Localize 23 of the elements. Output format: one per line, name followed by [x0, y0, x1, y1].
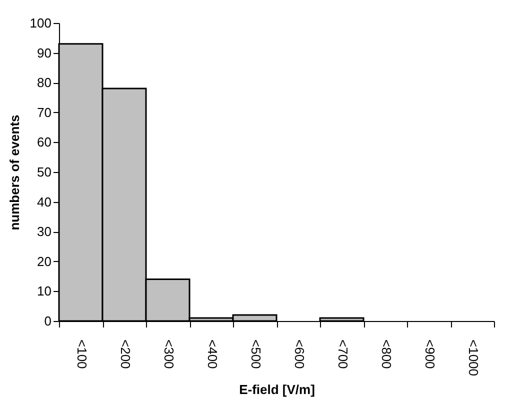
x-tick-label: <400 — [204, 340, 220, 369]
x-tick-label: <500 — [248, 340, 264, 369]
y-tick-label: 20 — [37, 254, 52, 269]
y-tick-label: 10 — [37, 284, 52, 299]
y-tick-label: 0 — [44, 314, 52, 328]
x-tick-label: <1000 — [466, 340, 481, 376]
y-tick-label: 60 — [37, 134, 52, 150]
y-axis-title: numbers of events — [6, 114, 22, 230]
x-tick-label: <600 — [292, 340, 307, 369]
y-tick-label: 30 — [37, 224, 52, 240]
y-tick-label: 40 — [37, 194, 52, 210]
x-tick-label: <900 — [422, 340, 438, 369]
x-axis-title: E-field [V/m] — [239, 382, 315, 398]
y-tick-label: 100 — [30, 16, 52, 30]
x-tick-label: <200 — [118, 340, 133, 369]
x-tick-label: <100 — [74, 340, 90, 369]
y-tick-label: 90 — [37, 45, 52, 60]
x-tick-label: <300 — [161, 340, 176, 369]
y-tick-label: 80 — [37, 75, 52, 90]
y-tick-label: 50 — [37, 164, 52, 180]
x-tick-label: <700 — [335, 340, 350, 369]
x-tick-label: <800 — [378, 340, 394, 369]
y-tick-label: 70 — [37, 104, 52, 120]
